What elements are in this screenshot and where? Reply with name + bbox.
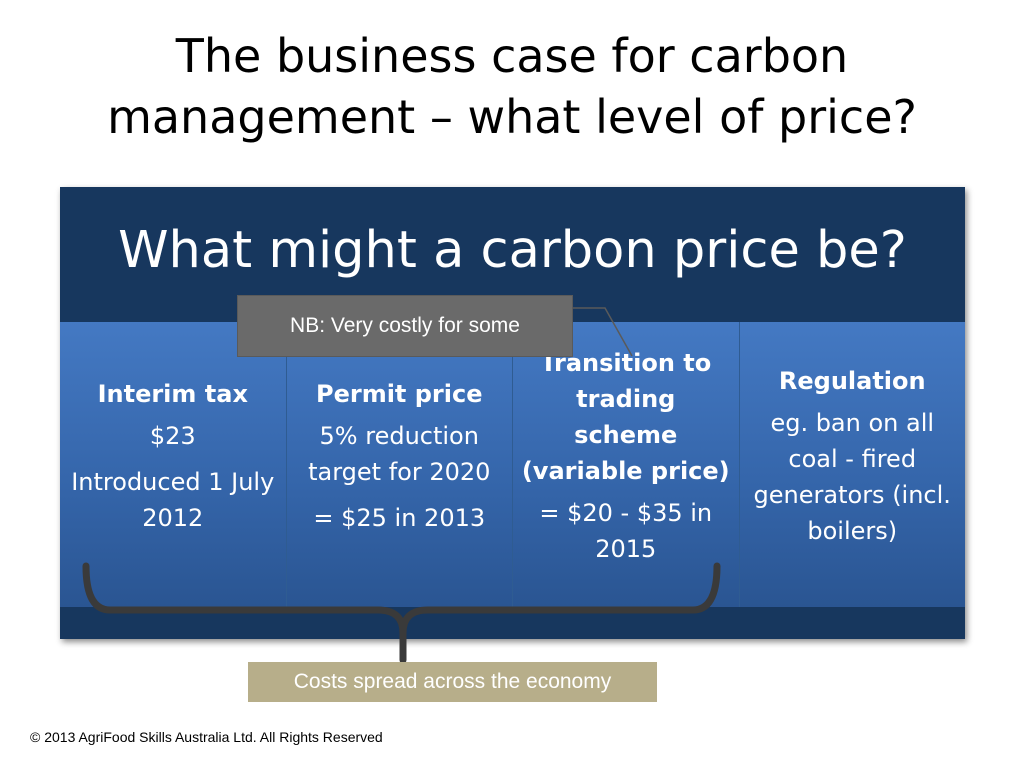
slide-title-line-2: management – what level of price? — [107, 90, 917, 144]
column-heading: Transition to trading scheme (variable p… — [521, 348, 730, 485]
column-text: $23 — [149, 421, 196, 450]
column-interim-tax: Interim tax $23 Introduced 1 July 2012 — [60, 322, 287, 607]
slide-title: The business case for carbon management … — [0, 26, 1024, 148]
panel-heading: What might a carbon price be? — [118, 221, 907, 280]
column-text: = $25 in 2013 — [313, 503, 486, 532]
column-text: 5% reduction target for 2020 — [308, 421, 491, 486]
price-columns: Interim tax $23 Introduced 1 July 2012 P… — [60, 322, 965, 607]
column-transition-trading: Transition to trading scheme (variable p… — [513, 322, 740, 607]
slide-title-line-1: The business case for carbon — [175, 29, 849, 83]
column-text: = $20 - $35 in 2015 — [539, 498, 713, 563]
column-permit-price: Permit price 5% reduction target for 202… — [286, 322, 513, 607]
column-heading: Interim tax — [97, 379, 248, 408]
copyright-footer: © 2013 AgriFood Skills Australia Ltd. Al… — [30, 729, 383, 745]
column-heading: Regulation — [778, 366, 926, 395]
column-heading: Permit price — [315, 379, 483, 408]
column-text: Introduced 1 July 2012 — [71, 467, 275, 532]
costs-callout: Costs spread across the economy — [248, 662, 657, 702]
carbon-price-panel: What might a carbon price be? Interim ta… — [60, 187, 965, 639]
column-text: eg. ban on all coal - fired generators (… — [753, 408, 951, 545]
nb-callout: NB: Very costly for some — [237, 295, 573, 357]
column-regulation: Regulation eg. ban on all coal - fired g… — [739, 322, 965, 607]
